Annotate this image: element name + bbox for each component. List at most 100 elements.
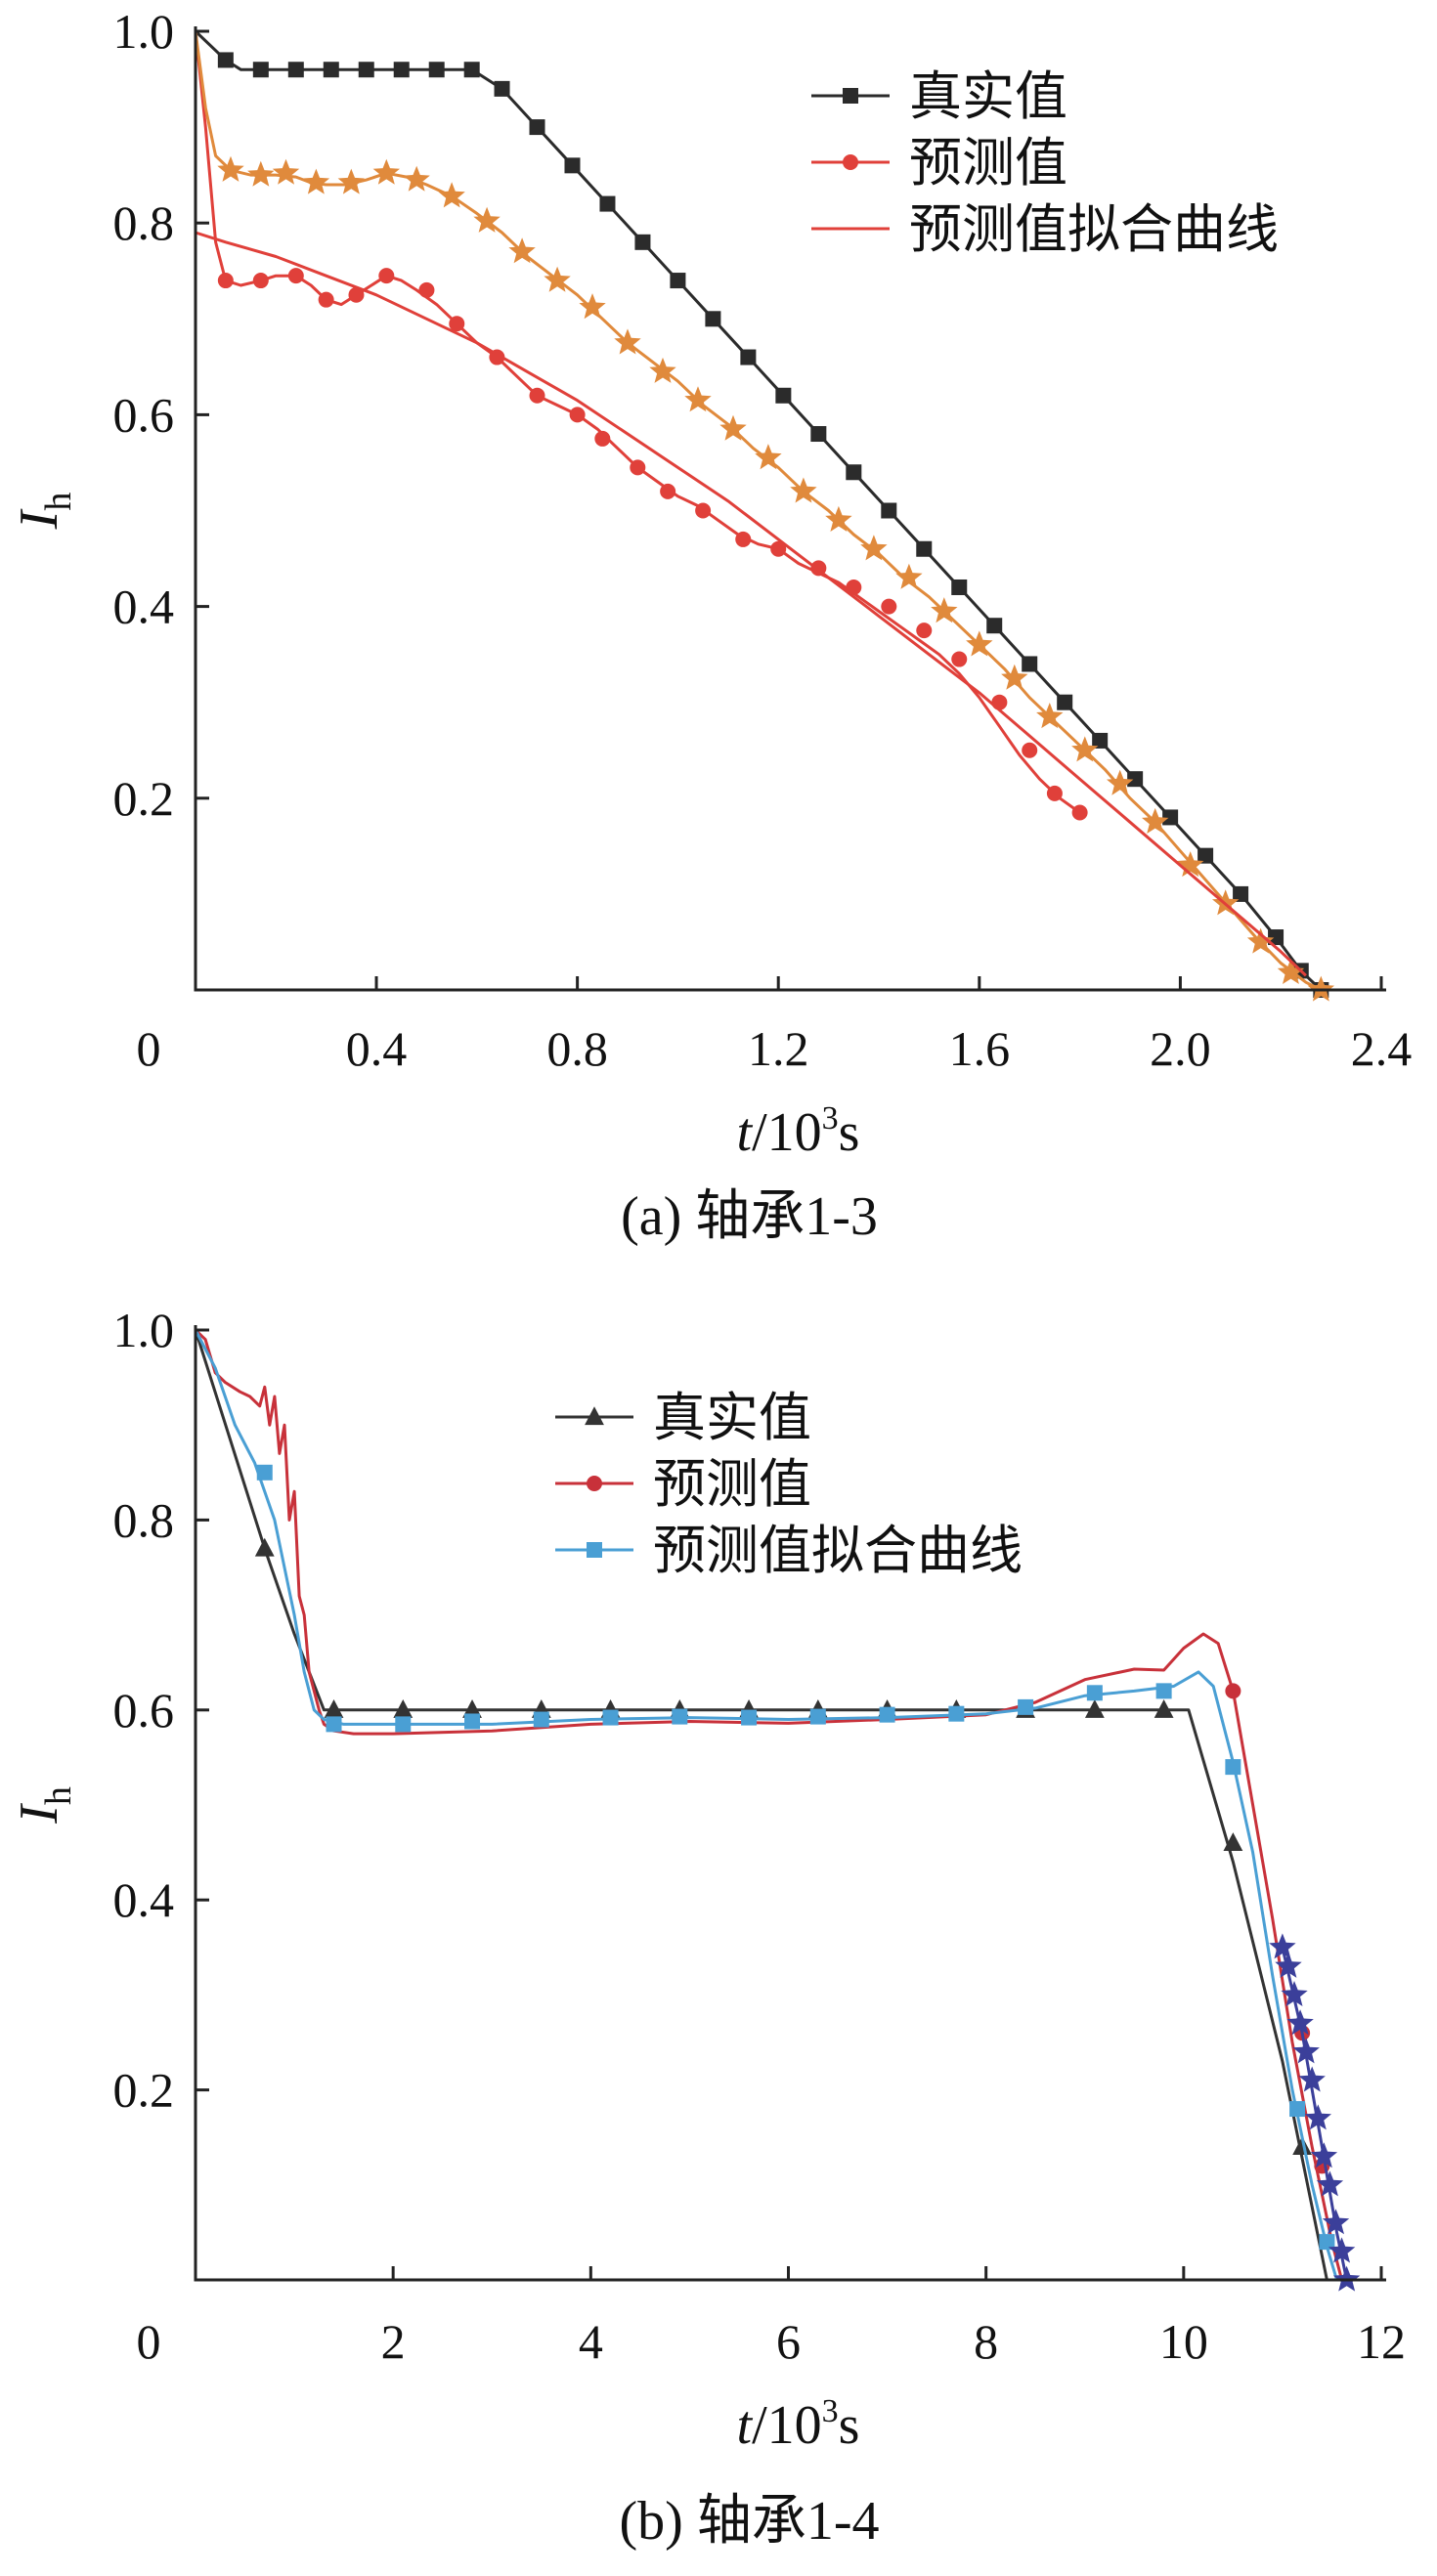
series-b-2: [194, 1329, 1338, 2281]
data-point-b-0-13: [1154, 1699, 1174, 1718]
data-point-a-0-9: [529, 119, 545, 136]
x-tick-label-b-4: 10: [1159, 2314, 1208, 2369]
data-point-b-3-8: [1316, 2170, 1344, 2197]
data-point-a-0-25: [1092, 732, 1109, 749]
series-a-1: [194, 30, 1088, 821]
data-point-a-0-10: [564, 157, 581, 174]
data-point-a-0-18: [846, 464, 862, 481]
x-tick-label-b-1: 4: [579, 2314, 603, 2369]
data-point-a-1-10: [569, 407, 586, 423]
data-point-b-2-12: [1086, 1685, 1103, 1701]
x-tick-label-b-5: 12: [1357, 2314, 1406, 2369]
data-point-b-0-3: [462, 1699, 482, 1718]
data-point-a-1-16: [770, 540, 787, 557]
series-line-a-3: [195, 231, 1307, 977]
data-point-a-2-4: [337, 168, 365, 194]
data-point-b-2-15: [1289, 2101, 1306, 2118]
data-point-a-1-5: [378, 268, 395, 284]
data-point-a-1-21: [951, 651, 968, 667]
data-point-b-0-1: [324, 1699, 344, 1718]
data-point-b-3-4: [1292, 2038, 1320, 2064]
x-axis-title-a: t/103s: [737, 1100, 860, 1163]
data-point-b-2-4: [533, 1711, 549, 1728]
data-point-a-0-24: [1057, 694, 1073, 710]
data-point-b-2-13: [1155, 1683, 1172, 1699]
data-point-a-1-1: [252, 273, 269, 289]
data-point-b-3-0: [1269, 1933, 1296, 1959]
data-point-a-2-16: [755, 444, 782, 470]
legend-label-b-0: 真实值: [653, 1389, 811, 1447]
data-point-a-0-4: [358, 62, 374, 78]
legend-label-b-1: 预测值: [653, 1455, 811, 1514]
y-tick-label-a-2: 0.6: [113, 387, 175, 442]
data-point-b-2-0: [256, 1464, 273, 1481]
data-point-a-2-15: [719, 414, 747, 441]
data-point-a-1-9: [529, 387, 545, 404]
data-point-a-0-17: [810, 426, 827, 443]
series-line-b-1: [194, 1328, 1344, 2281]
series-line-b-2: [194, 1329, 1338, 2281]
x-tick-label-a-2: 1.2: [748, 1021, 809, 1076]
data-point-b-3-5: [1298, 2066, 1326, 2092]
chart-panel-a: 0.2 0.4 0.6 0.8 1.0 0.4 0.8 1.2 1.6 2.0 2.4 0 t/103s…: [9, 4, 1412, 1247]
data-point-a-1-12: [630, 459, 646, 476]
data-point-a-0-11: [599, 195, 616, 212]
data-point-a-0-19: [881, 502, 897, 519]
x-tick-label-a-5: 2.4: [1351, 1021, 1413, 1076]
data-point-a-0-3: [323, 62, 339, 78]
data-point-a-1-13: [660, 483, 676, 499]
data-point-a-2-8: [473, 206, 501, 233]
data-point-a-2-6: [403, 165, 430, 192]
data-point-a-1-15: [735, 531, 752, 547]
data-point-a-2-12: [614, 328, 641, 355]
y-tick-label-b-1: 0.4: [113, 1872, 175, 1927]
data-point-a-2-31: [1277, 958, 1305, 984]
data-point-a-2-5: [372, 158, 400, 185]
legend-label-b-2: 预测值拟合曲线: [653, 1522, 1023, 1580]
data-point-b-2-14: [1225, 1759, 1241, 1776]
data-point-a-2-11: [579, 293, 606, 320]
data-point-a-0-27: [1162, 809, 1179, 826]
axes-b: [194, 1325, 1386, 2282]
data-point-a-0-20: [916, 540, 933, 557]
y-tick-label-a-3: 0.8: [113, 195, 175, 250]
data-point-a-2-25: [1071, 736, 1099, 762]
data-point-a-2-17: [790, 477, 817, 503]
data-point-a-1-0: [217, 273, 234, 289]
data-point-b-2-10: [948, 1705, 965, 1722]
series-line-b-0: [194, 1329, 1328, 2281]
data-point-b-2-5: [602, 1709, 619, 1726]
series-a-3: [195, 231, 1307, 977]
data-point-a-1-18: [846, 579, 862, 595]
data-point-a-2-26: [1107, 769, 1134, 795]
data-point-a-2-2: [272, 158, 300, 185]
series-line-a-0: [194, 29, 1323, 992]
data-point-a-1-14: [695, 502, 712, 519]
data-point-b-3-9: [1322, 2209, 1350, 2235]
data-point-b-2-11: [1018, 1698, 1034, 1715]
legend-marker-b-0: [585, 1406, 604, 1426]
data-point-a-2-23: [1001, 664, 1028, 690]
data-point-b-2-1: [326, 1716, 342, 1733]
data-point-a-2-3: [302, 168, 330, 194]
data-point-a-2-9: [508, 237, 536, 264]
data-point-b-3-7: [1310, 2142, 1338, 2168]
data-point-a-2-22: [966, 630, 993, 657]
data-point-a-1-4: [348, 286, 365, 303]
data-point-a-0-2: [287, 62, 304, 78]
data-point-a-1-2: [287, 268, 304, 284]
y-tick-label-b-2: 0.6: [113, 1683, 175, 1738]
data-point-a-2-10: [544, 266, 571, 292]
data-point-a-0-1: [252, 62, 269, 78]
data-point-b-3-2: [1281, 1981, 1308, 2006]
y-tick-label-a-0: 0.2: [113, 771, 175, 826]
series-a-2: [194, 30, 1334, 1002]
x-tick-label-b-2: 6: [776, 2314, 801, 2369]
data-point-b-0-14: [1223, 1832, 1243, 1851]
data-point-b-3-10: [1328, 2237, 1356, 2263]
data-point-a-2-24: [1036, 703, 1064, 729]
legend-marker-b-1: [587, 1476, 602, 1491]
legend-marker-a-0: [843, 88, 858, 104]
